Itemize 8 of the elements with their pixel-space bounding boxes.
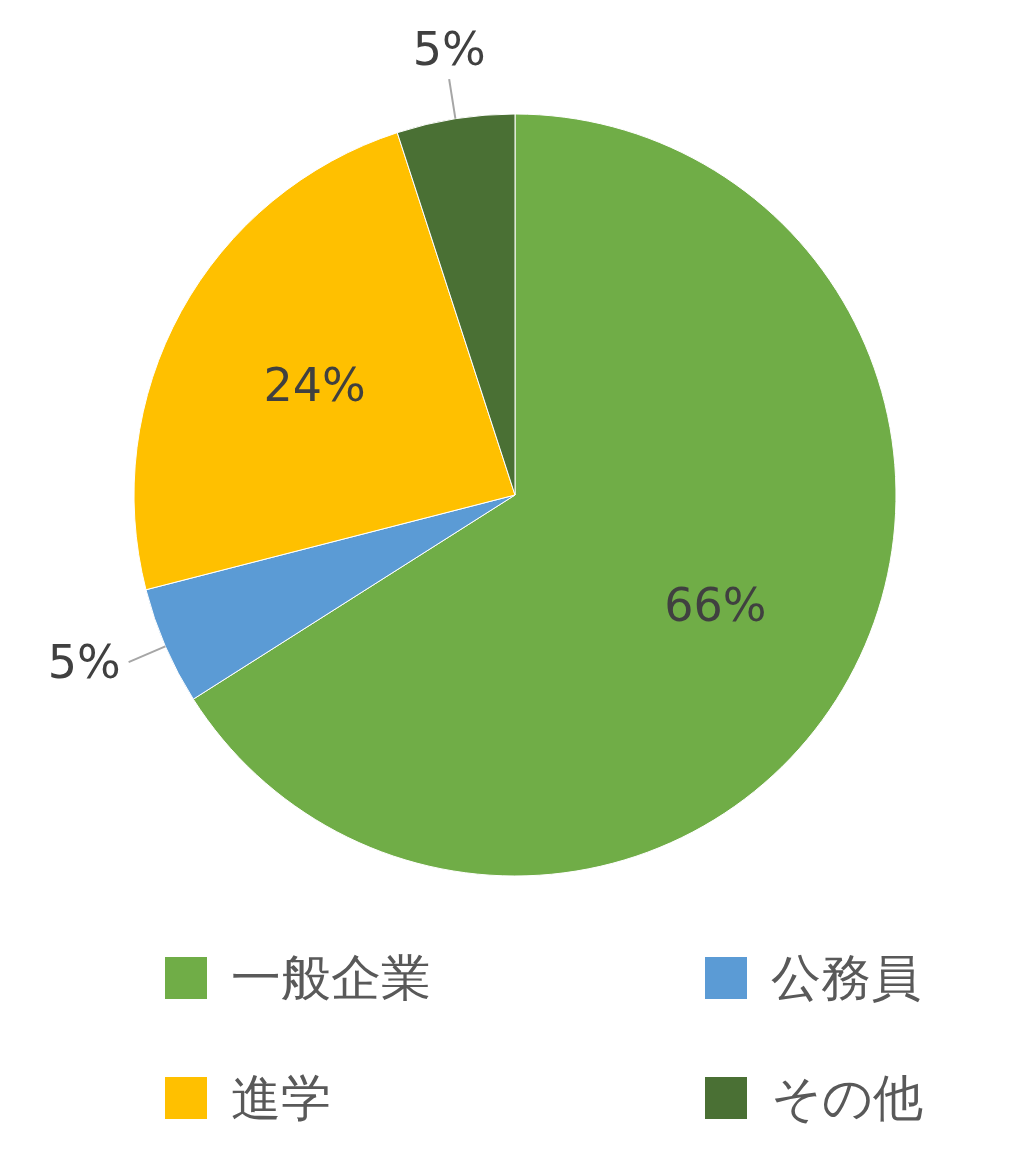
data-label: 24% <box>263 357 366 412</box>
data-label: 5% <box>47 635 121 690</box>
legend-label: その他 <box>771 1069 923 1127</box>
legend-label: 公務員 <box>771 949 921 1007</box>
data-label: 5% <box>412 22 486 77</box>
legend-label: 一般企業 <box>231 949 431 1007</box>
legend-label: 進学 <box>231 1069 331 1127</box>
data-label: 66% <box>664 578 767 633</box>
